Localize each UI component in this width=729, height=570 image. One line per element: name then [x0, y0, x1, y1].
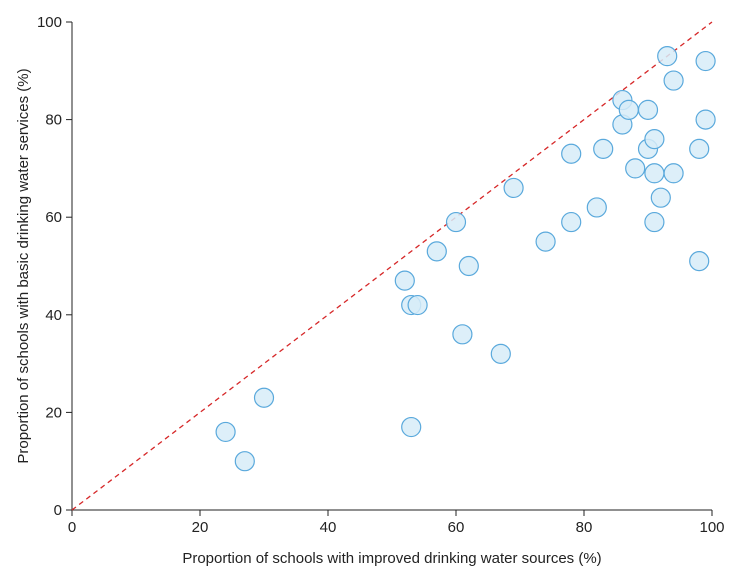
data-point [401, 416, 422, 438]
x-tick-label: 40 [320, 519, 337, 536]
axes [66, 21, 713, 516]
data-point [644, 163, 665, 184]
data-point [452, 324, 473, 345]
data-point [644, 211, 665, 233]
x-axis-label: Proportion of schools with improved drin… [182, 550, 601, 567]
reference-diagonal-line [71, 21, 713, 511]
y-tick-label: 40 [45, 307, 62, 324]
data-point [625, 158, 646, 179]
data-point [458, 255, 479, 277]
data-point [637, 99, 659, 120]
data-point [644, 129, 665, 150]
data-point [593, 138, 614, 159]
data-point [695, 109, 716, 130]
data-point [394, 270, 415, 291]
data-point [426, 241, 447, 262]
data-point [215, 421, 236, 443]
x-tick-label: 100 [699, 519, 724, 536]
y-axis-label: Proportion of schools with basic drinkin… [15, 68, 32, 463]
x-tick-label: 20 [192, 519, 209, 536]
data-point [445, 211, 467, 233]
data-point [695, 50, 716, 72]
data-point [663, 70, 684, 91]
tick-labels: 0 20 40 60 80 100 0 20 40 60 80 100 [37, 14, 725, 536]
x-tick-label: 60 [448, 519, 465, 536]
data-point [618, 99, 639, 120]
data-point [663, 163, 684, 184]
x-tick-label: 80 [576, 519, 593, 536]
data-point [407, 294, 428, 316]
data-points [215, 46, 716, 472]
data-point [657, 46, 678, 67]
y-tick-label: 80 [45, 112, 62, 129]
data-point [689, 251, 710, 272]
data-point [234, 451, 255, 472]
reference-line-layer [71, 21, 713, 511]
data-point [253, 387, 275, 408]
y-tick-label: 0 [54, 502, 62, 519]
data-point [490, 343, 511, 364]
data-point [586, 197, 607, 218]
x-tick-label: 0 [68, 519, 76, 536]
data-point [689, 138, 710, 159]
data-point [561, 143, 582, 164]
data-point [561, 211, 582, 233]
y-tick-label: 20 [45, 404, 62, 421]
data-point [535, 231, 556, 252]
y-tick-label: 100 [37, 14, 62, 31]
data-point [650, 187, 671, 208]
y-tick-label: 60 [45, 209, 62, 226]
data-point [503, 177, 524, 199]
